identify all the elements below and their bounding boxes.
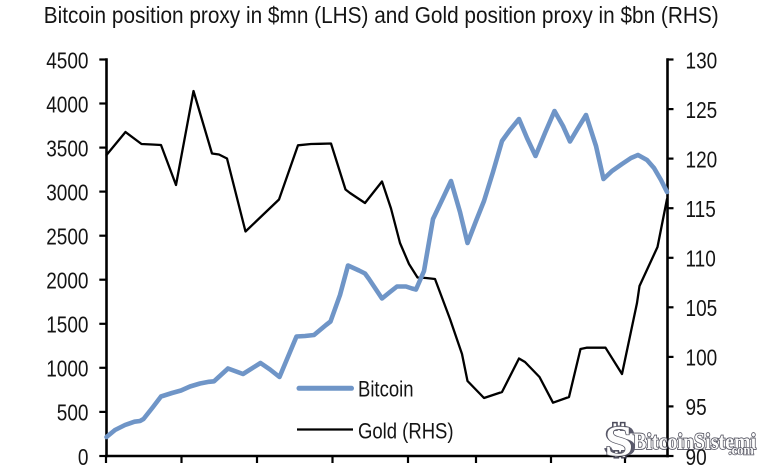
svg-text:3000: 3000 [46,181,88,206]
svg-text:115: 115 [686,197,716,222]
svg-text:130: 130 [686,49,718,74]
svg-text:S: S [605,417,634,466]
svg-text:100: 100 [686,346,718,371]
svg-text:1500: 1500 [46,313,88,338]
svg-text:1000: 1000 [46,357,88,382]
svg-text:3500: 3500 [46,137,88,162]
svg-text:120: 120 [686,148,718,173]
svg-text:0: 0 [78,445,89,470]
svg-text:90: 90 [686,445,707,470]
svg-text:105: 105 [686,296,718,321]
svg-text:Bitcoin: Bitcoin [358,378,413,402]
svg-text:S: S [603,418,637,467]
svg-text:125: 125 [686,98,718,123]
svg-text:.com: .com [729,442,754,458]
svg-text:2000: 2000 [46,269,88,294]
svg-text:2500: 2500 [46,225,88,250]
svg-text:4000: 4000 [46,93,88,118]
svg-text:4500: 4500 [46,49,88,74]
svg-text:95: 95 [686,396,707,421]
svg-text:110: 110 [686,247,716,272]
svg-text:Bitcoin position proxy in $mn: Bitcoin position proxy in $mn (LHS) and … [44,2,719,28]
svg-text:Gold (RHS): Gold (RHS) [358,420,454,444]
svg-text:BitcoinSistemi: BitcoinSistemi [633,429,756,455]
svg-text:500: 500 [57,401,89,426]
